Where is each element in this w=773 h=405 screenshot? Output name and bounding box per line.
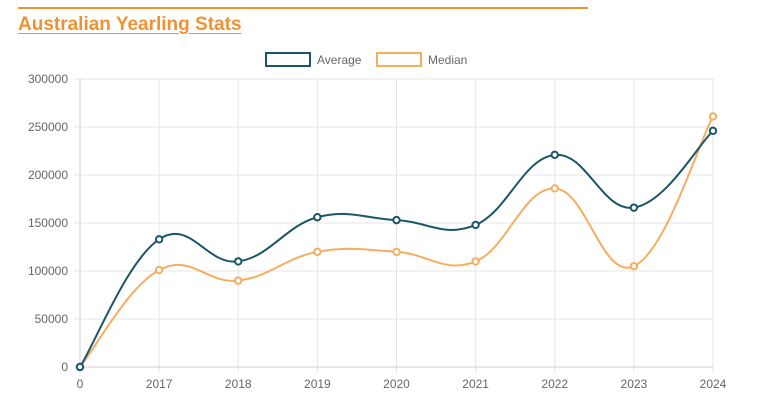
x-tick-label: 2019: [304, 377, 331, 391]
data-point-median[interactable]: [313, 247, 322, 257]
data-point-median[interactable]: [708, 112, 718, 121]
legend-swatch-median: [376, 52, 422, 67]
x-tick-label: 0: [77, 377, 84, 391]
x-tick-label: 2017: [146, 377, 173, 391]
x-tick-label: 2023: [621, 377, 648, 391]
x-tick-label: 2018: [225, 377, 252, 391]
data-point-average[interactable]: [708, 126, 718, 136]
data-point-average[interactable]: [392, 215, 401, 225]
series-line-median: [79, 115, 714, 368]
legend-item-median[interactable]: Median: [376, 52, 467, 67]
x-tick-label: 2020: [383, 377, 410, 391]
legend-item-average[interactable]: Average: [265, 52, 362, 67]
data-point-average[interactable]: [75, 362, 85, 372]
data-point-average[interactable]: [154, 235, 164, 244]
y-tick-label: 100000: [28, 264, 68, 278]
data-point-average[interactable]: [550, 150, 559, 160]
page-title[interactable]: Australian Yearling Stats: [18, 14, 242, 35]
data-point-median[interactable]: [550, 184, 559, 193]
data-point-median[interactable]: [234, 276, 243, 285]
y-tick-label: 150000: [28, 216, 68, 230]
y-tick-label: 200000: [28, 168, 68, 182]
legend-label-median: Median: [428, 53, 467, 67]
data-point-average[interactable]: [629, 203, 639, 212]
chart-axes: 0 50000 100000 150000 200000 250000 300000 0 201…: [28, 72, 727, 391]
legend-label-average: Average: [317, 53, 362, 67]
data-point-median[interactable]: [471, 257, 480, 266]
x-tick-label: 2021: [462, 377, 489, 391]
y-tick-label: 50000: [35, 312, 69, 326]
legend-swatch-average: [265, 52, 311, 67]
x-tick-label: 2024: [700, 377, 727, 391]
y-tick-label: 250000: [28, 120, 68, 134]
data-point-average[interactable]: [471, 220, 480, 230]
chart-series: [75, 112, 718, 372]
data-point-median[interactable]: [629, 262, 639, 271]
y-tick-label: 300000: [28, 72, 68, 86]
data-point-average[interactable]: [234, 257, 243, 266]
data-point-average[interactable]: [313, 213, 322, 222]
data-point-median[interactable]: [392, 247, 401, 257]
y-tick-label: 0: [61, 360, 68, 374]
chart-legend: Average Median: [265, 52, 467, 67]
data-point-median[interactable]: [154, 265, 164, 275]
chart-grid: [74, 78, 714, 373]
title-underline-rule: [18, 7, 588, 9]
x-tick-label: 2022: [541, 377, 568, 391]
